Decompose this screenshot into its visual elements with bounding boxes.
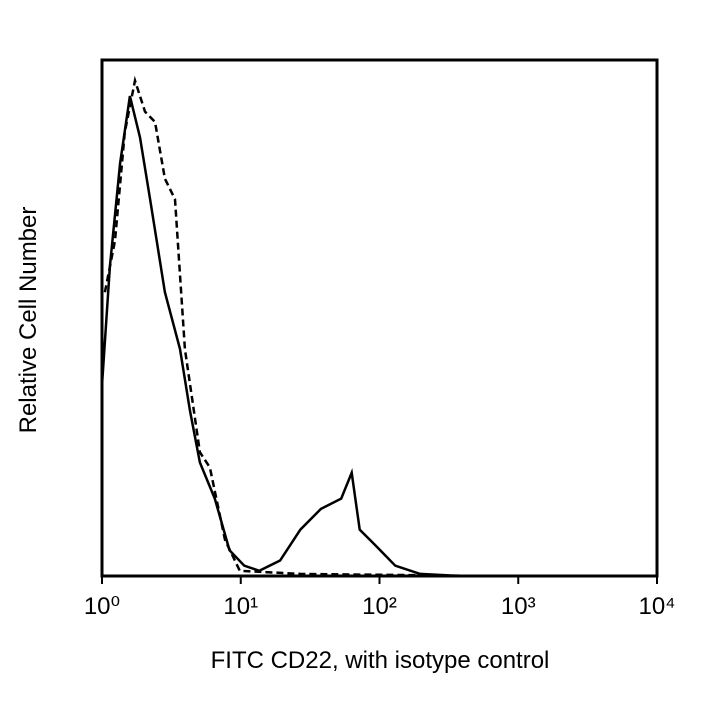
histogram-line xyxy=(103,75,490,578)
x-axis-label: FITC CD22, with isotype control xyxy=(211,647,550,674)
y-axis-label: Relative Cell Number xyxy=(15,207,42,434)
x-tick-label: 10⁰ xyxy=(84,593,120,620)
histogram-line xyxy=(100,95,461,578)
x-tick-label: 10³ xyxy=(501,593,536,620)
x-tick-label: 10⁴ xyxy=(638,593,675,620)
x-tick-label: 10¹ xyxy=(223,593,258,620)
x-tick-label: 10² xyxy=(362,593,397,620)
plot-frame xyxy=(100,58,659,578)
